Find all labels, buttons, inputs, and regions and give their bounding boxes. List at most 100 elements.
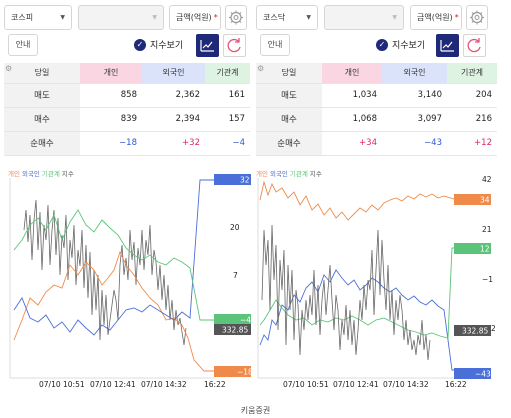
guide-button[interactable]: 안내 (260, 34, 290, 56)
table-cell: 858 (80, 83, 142, 108)
header-cell: 기관계 (205, 63, 250, 84)
gear-icon (229, 10, 243, 25)
flow-chart-svg: 개인 외국인 기관계 지수 20 7 32 −4 332.85 −18 07/10 1… (8, 170, 251, 389)
chevron-down-icon: ▼ (306, 14, 311, 21)
investor-panel-kospi: 코스피 ▼ ▼ 금액(억원) * 안내 ✓ 지수보기 (4, 0, 251, 392)
chart-legend: 개인 외국인 기관계 지수 (256, 170, 322, 178)
x-tick-label: 16:22 (445, 380, 467, 389)
foreign-value-label: 32 (240, 176, 250, 185)
unit-select[interactable]: 금액(억원) * (169, 5, 221, 30)
index-value-label: 332.85 (222, 326, 248, 335)
table-row: 매도 1,034 3,140 204 (256, 83, 497, 108)
y-tick-label: 21 (482, 225, 492, 234)
investor-table: ⚙ 당일 개인 외국인 기관계 매도 1,034 3,140 204 매수 1,0… (256, 63, 497, 156)
table-row: 매도 858 2,362 161 (4, 83, 250, 108)
x-tick-label: 16:22 (204, 380, 226, 389)
table-cell: 3,097 (382, 107, 447, 132)
refresh-button[interactable] (463, 34, 486, 57)
refresh-button[interactable] (223, 34, 246, 57)
x-tick-label: 07/10 14:32 (383, 380, 429, 389)
market-select[interactable]: 코스피 ▼ (4, 5, 72, 30)
unit-select-value: 금액(억원) (176, 13, 212, 22)
line-chart-icon (200, 40, 214, 52)
panel-controls: 안내 ✓ 지수보기 (4, 34, 251, 58)
gear-icon: ⚙ (257, 64, 265, 73)
header-cell: ⚙ 당일 (256, 63, 322, 84)
individual-value-label: −18 (237, 368, 251, 377)
index-value-badge (454, 325, 491, 336)
table-cell: 1,034 (322, 83, 382, 108)
y-tick-label: −1 (482, 275, 493, 284)
foreign-value-badge (454, 368, 491, 379)
market-select[interactable]: 코스닥 ▼ (256, 5, 318, 30)
x-tick-label: 07/10 10:51 (39, 380, 85, 389)
header-cell: 개인 (80, 63, 142, 84)
index-toggle-label: 지수보기 (392, 41, 426, 51)
table-row: 순매수 −18 +32 −4 (4, 131, 250, 156)
foreign-series-line (259, 269, 486, 371)
market-select-value: 코스닥 (263, 13, 286, 22)
unit-select[interactable]: 금액(억원) * (410, 5, 462, 30)
guide-button[interactable]: 안내 (8, 34, 38, 56)
row-label: 매도 (4, 83, 80, 108)
line-chart-button[interactable] (436, 34, 459, 57)
investor-panel-kosdaq: 코스닥 ▼ ▼ 금액(억원) * 안내 ✓ 지수보기 (256, 0, 503, 392)
table-header: ⚙ 당일 개인 외국인 기관계 (4, 63, 250, 84)
foreign-value-badge (214, 174, 251, 185)
footer-credit: 키움증권 (240, 406, 271, 415)
table-cell: +12 (447, 131, 497, 156)
table-cell: −18 (80, 131, 142, 156)
x-tick-label: 07/10 12:41 (90, 380, 136, 389)
x-tick-label: 07/10 14:32 (141, 380, 187, 389)
index-series-line (261, 224, 431, 361)
index-series-line (23, 199, 187, 346)
chart-legend: 개인 외국인 기관계 지수 (8, 170, 74, 178)
index-toggle[interactable]: ✓ 지수보기 (376, 38, 425, 51)
institution-value-label: −4 (240, 316, 251, 325)
gear-icon: ⚙ (5, 64, 13, 73)
table-cell: 2,394 (142, 107, 205, 132)
line-chart-icon (440, 40, 454, 52)
item-select[interactable]: ▼ (78, 5, 164, 30)
table-cell: 1,068 (322, 107, 382, 132)
flow-chart[interactable]: 개인 외국인 기관계 지수 20 7 32 −4 332.85 −18 07/10 1… (4, 170, 251, 392)
line-chart-button[interactable] (196, 34, 219, 57)
individual-value-label: 34 (480, 196, 490, 205)
y-tick-label: 20 (230, 223, 240, 232)
header-cell: 외국인 (142, 63, 205, 84)
table-cell: 157 (205, 107, 250, 132)
settings-button[interactable] (225, 5, 247, 30)
index-toggle-label: 지수보기 (150, 41, 184, 51)
market-select-value: 코스피 (11, 13, 34, 22)
y-tick-label: 42 (482, 175, 492, 184)
header-cell: ⚙ 당일 (4, 63, 80, 84)
table-cell: 839 (80, 107, 142, 132)
table-cell: −4 (205, 131, 250, 156)
individual-series-line (259, 180, 486, 221)
row-label: 순매수 (4, 131, 80, 156)
settings-button[interactable] (466, 5, 488, 30)
row-label: 매도 (256, 83, 322, 108)
table-cell: 2,362 (142, 83, 205, 108)
individual-series-line (13, 250, 214, 372)
gear-icon (470, 10, 484, 25)
table-cell: +32 (142, 131, 205, 156)
table-row: 매수 839 2,394 157 (4, 107, 250, 132)
table-cell: 3,140 (382, 83, 447, 108)
table-cell: 204 (447, 83, 497, 108)
institution-series-line (13, 209, 214, 321)
foreign-series-line (13, 179, 214, 336)
individual-value-badge (454, 194, 491, 205)
chevron-down-icon: ▼ (60, 14, 65, 21)
item-select[interactable]: ▼ (324, 5, 404, 30)
table-cell: −43 (382, 131, 447, 156)
index-toggle[interactable]: ✓ 지수보기 (134, 38, 183, 51)
panel-toolbar: 코스피 ▼ ▼ 금액(억원) * (4, 5, 251, 30)
foreign-value-label: −43 (475, 370, 491, 379)
header-cell: 외국인 (382, 63, 447, 84)
table-cell: +34 (322, 131, 382, 156)
institution-value-badge (214, 314, 251, 325)
chevron-down-icon: ▼ (392, 14, 397, 21)
